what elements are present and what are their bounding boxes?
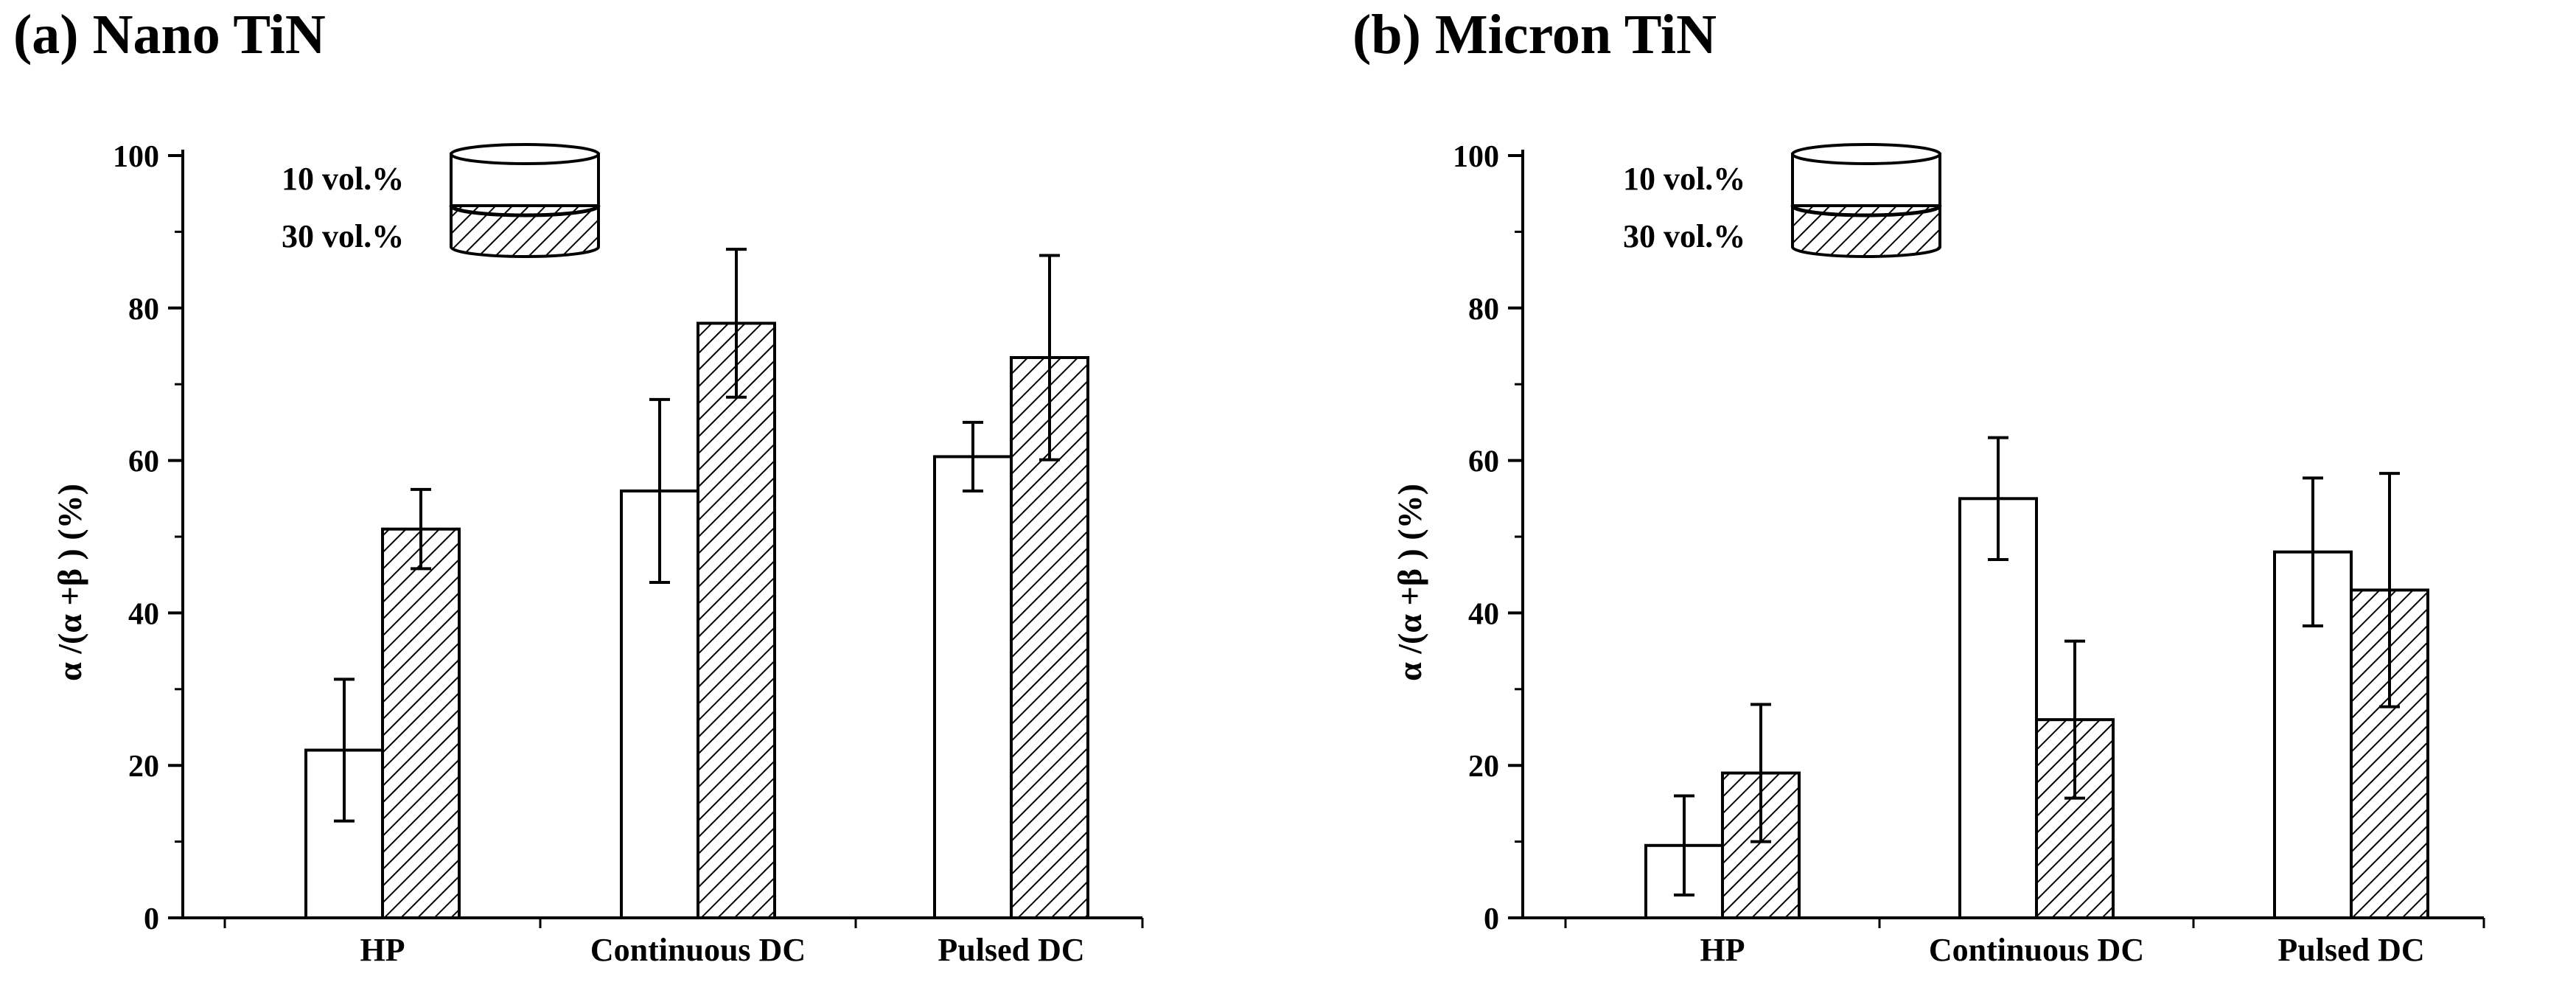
legend-label-30vol: 30 vol.% [1623, 218, 1745, 254]
legend-label-30vol: 30 vol.% [282, 218, 404, 254]
bar [1958, 497, 2038, 919]
legend-label-10vol: 10 vol.% [282, 161, 404, 197]
legend: 10 vol.% 30 vol.% [282, 143, 601, 258]
y-tick-label: 60 [1468, 445, 1499, 479]
y-tick-label: 100 [1453, 140, 1499, 174]
y-tick-label: 0 [1484, 902, 1499, 936]
y-axis-label: α /(α +β ) (%) [51, 484, 88, 681]
y-axis-label: α /(α +β ) (%) [1391, 484, 1428, 681]
x-tick-label: HP [360, 932, 405, 968]
panel-title: (b) Micron TiN [1352, 4, 1717, 66]
y-tick-label: 40 [128, 597, 159, 631]
y-tick-label: 100 [113, 140, 159, 174]
y-tick-label: 20 [1468, 750, 1499, 784]
y-tick-label: 80 [128, 293, 159, 327]
y-tick-label: 60 [128, 445, 159, 479]
legend-cylinder-band [1790, 205, 1942, 217]
legend: 10 vol.% 30 vol.% [1623, 143, 1942, 258]
panel-nano-tin: (a) Nano TiN α /(α +β ) (%) 0 20 40 60 80 100… [13, 4, 1144, 968]
plot-area: 0 20 40 60 80 100 HP Continuous DC Pulsed DC [1453, 140, 2485, 968]
legend-label-10vol: 10 vol.% [1623, 161, 1745, 197]
panel-micron-tin: (b) Micron TiN α /(α +β ) (%) 0 20 40 60 80 1… [1352, 4, 2485, 968]
panel-title: (a) Nano TiN [13, 4, 326, 66]
x-tick-label: Pulsed DC [2277, 932, 2424, 968]
bar [933, 455, 1013, 919]
x-tick-label: Continuous DC [590, 932, 806, 968]
y-tick-label: 0 [144, 902, 159, 936]
legend-cylinder-cap [1791, 143, 1941, 165]
y-tick-label: 20 [128, 750, 159, 784]
bar [697, 321, 776, 920]
y-tick-label: 80 [1468, 293, 1499, 327]
legend-swatch-hatched [450, 204, 600, 258]
legend-cylinder-cap [450, 143, 600, 165]
legend-cylinder-band [449, 205, 601, 217]
x-tick-label: Continuous DC [1929, 932, 2144, 968]
x-tick-label: HP [1700, 932, 1745, 968]
x-tick-label: Pulsed DC [938, 932, 1084, 968]
plot-area: 0 20 40 60 80 100 HP Continuous DC Pulsed DC [113, 140, 1144, 968]
legend-swatch-hatched [1791, 204, 1941, 258]
y-tick-label: 40 [1468, 597, 1499, 631]
bar [381, 527, 461, 919]
